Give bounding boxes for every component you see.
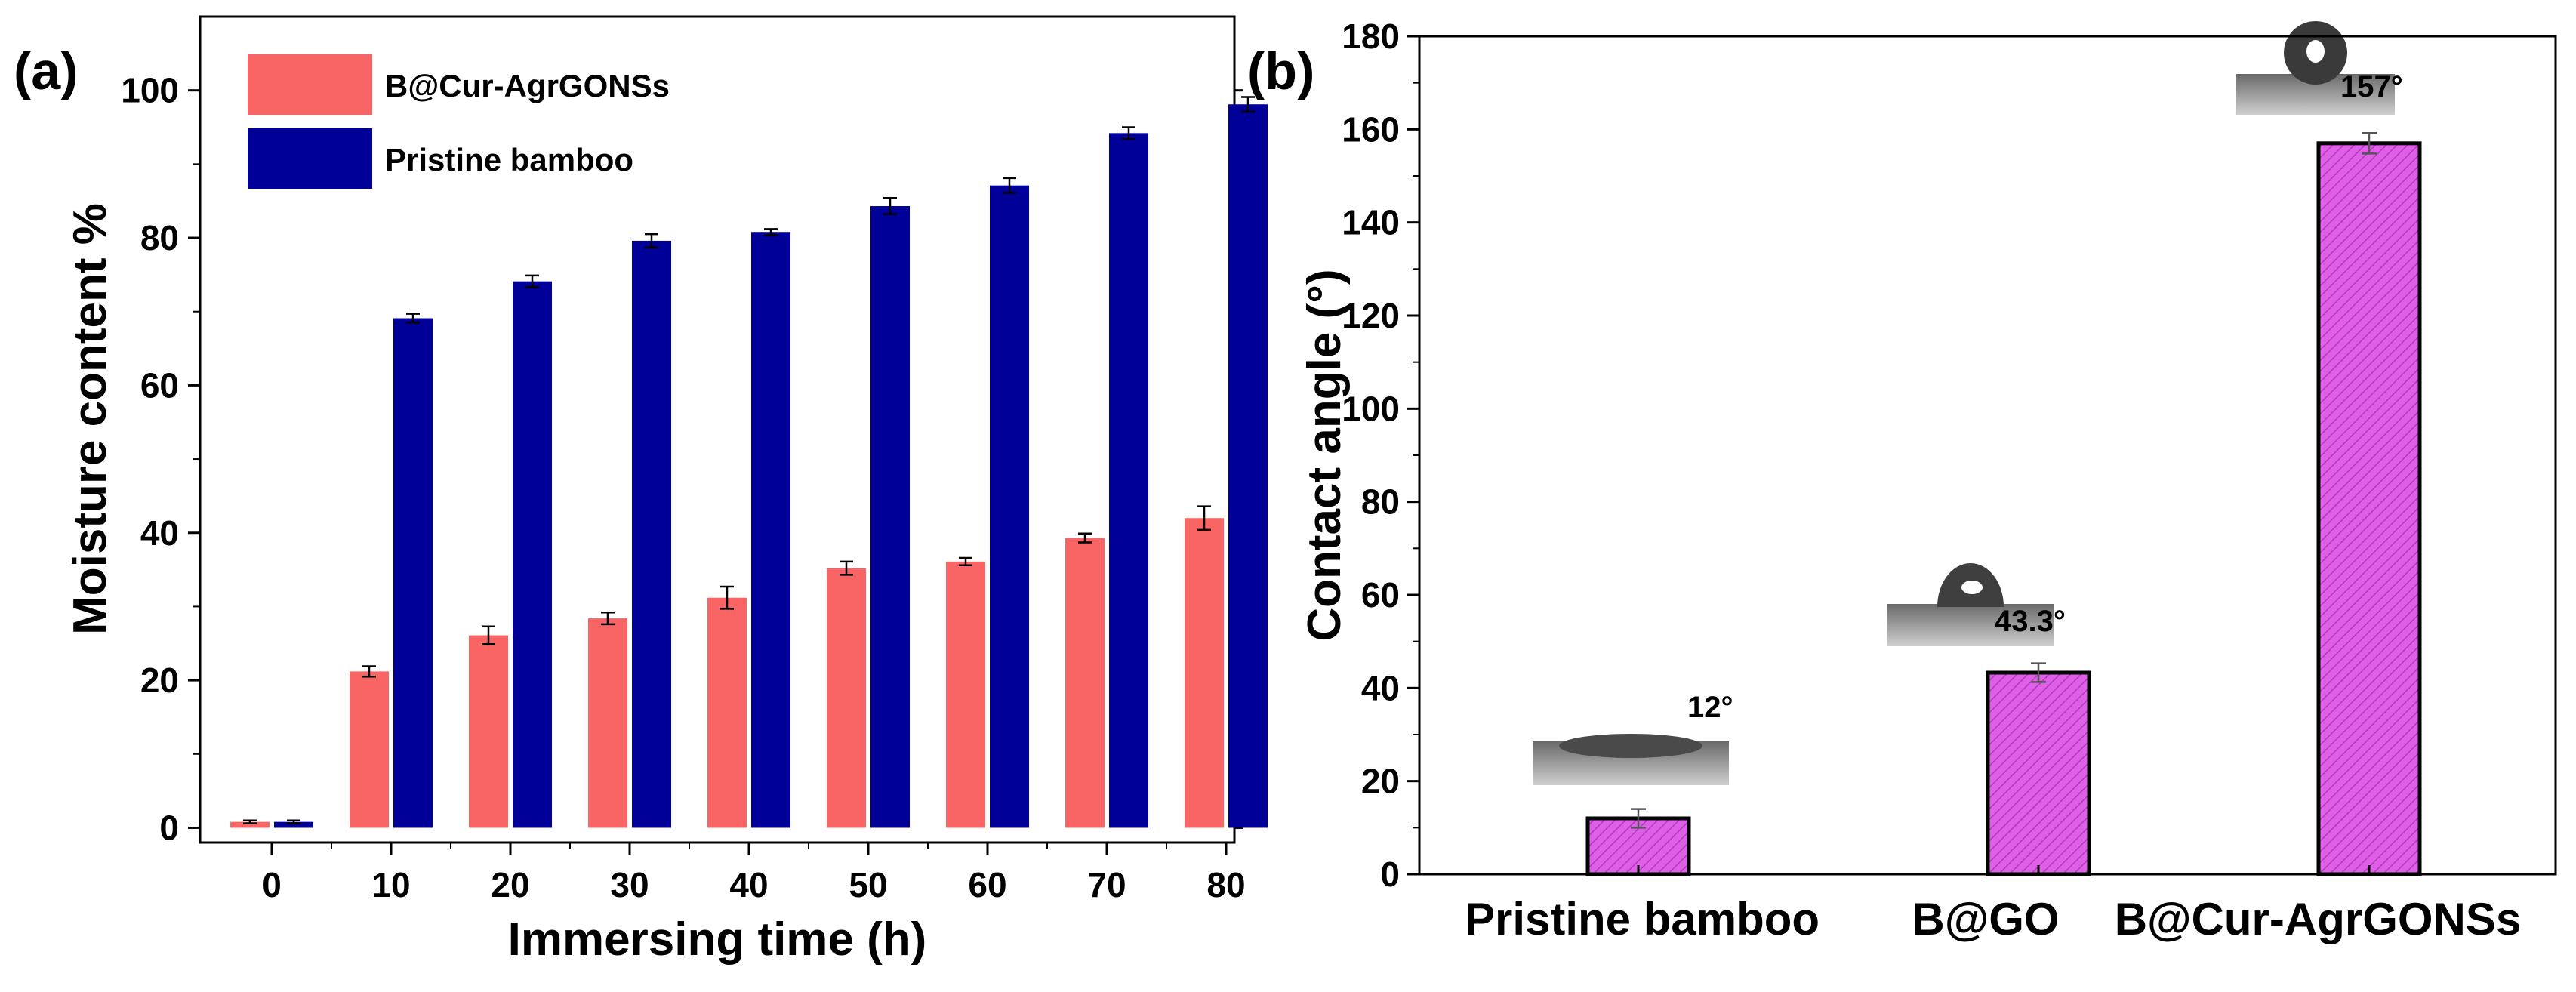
x-tick-label-b: B@Cur-AgrGONSs	[2115, 894, 2522, 944]
bar-pristine-bamboo	[990, 185, 1029, 828]
x-tick-label-a: 40	[729, 865, 768, 904]
y-tick-label-a: 80	[140, 218, 179, 257]
droplet-highlight	[1961, 581, 1983, 594]
x-tick-label-b: B@GO	[1912, 894, 2059, 944]
y-tick-label-b: 100	[1342, 389, 1400, 428]
x-tick-label-b: Pristine bamboo	[1465, 894, 1820, 944]
droplet	[1559, 734, 1702, 758]
bars-a	[230, 96, 1268, 828]
bar-cur-agrgonss	[588, 618, 627, 828]
x-tick-label-a: 20	[491, 865, 529, 904]
y-tick-label-b: 20	[1361, 762, 1400, 801]
y-axis-a-title: Moisture content %	[64, 203, 116, 635]
legend-swatch-series-1	[248, 54, 372, 115]
x-tick-label-a: 60	[968, 865, 1006, 904]
y-tick-label-b: 0	[1380, 855, 1400, 894]
y-tick-label-b: 60	[1361, 575, 1400, 615]
bar-pristine-bamboo	[274, 821, 313, 828]
droplet-highlight	[2306, 40, 2325, 63]
contact-angle-label: 157°	[2340, 70, 2403, 103]
y-tick-label-b: 160	[1342, 109, 1400, 149]
bar-cur-agrgonss	[230, 821, 270, 828]
x-tick-label-a: 80	[1206, 865, 1245, 904]
droplet-image-1	[1533, 734, 1729, 785]
legend-label-series-1: B@Cur-AgrGONSs	[385, 68, 670, 103]
x-axis-b: Pristine bamboo B@GO B@Cur-AgrGONSs	[1465, 865, 2521, 944]
y-tick-label-b: 140	[1342, 203, 1400, 242]
contact-angle-chart: (b) 0 20 40 60 80 100 120 140 160 180 12° 43.3° 157…	[1247, 17, 2557, 944]
bar-cur-agrgonss	[707, 597, 747, 828]
bar-pristine-bamboo	[632, 240, 671, 828]
y-tick-label-a: 40	[140, 513, 179, 553]
panel-a-label: (a)	[14, 42, 79, 100]
y-tick-label-a: 20	[140, 661, 179, 700]
y-tick-label-a: 60	[140, 365, 179, 405]
bar-pristine-bamboo	[1109, 133, 1148, 828]
y-tick-label-a: 0	[159, 808, 179, 847]
bar-pristine-bamboo	[513, 281, 552, 828]
y-axis-b-title: Contact angle (°)	[1299, 269, 1351, 641]
bar-cur-agrgonss	[350, 671, 389, 828]
x-axis-a-title: Immersing time (h)	[508, 913, 927, 966]
contact-angle-label: 12°	[1687, 691, 1733, 724]
bar-pristine-bamboo	[751, 232, 790, 828]
y-tick-label-b: 80	[1361, 482, 1400, 522]
y-tick-label-b: 180	[1342, 17, 1400, 56]
bar-b-cur-agrgonss	[2316, 141, 2422, 876]
x-tick-label-a: 50	[849, 865, 887, 904]
bar-cur-agrgonss	[827, 568, 866, 828]
droplet-image-2	[1887, 563, 2054, 646]
bars-b	[1585, 132, 2422, 876]
substrate	[1887, 604, 2054, 646]
bar-pristine-bamboo	[870, 206, 910, 828]
bar-cur-agrgonss	[1185, 518, 1224, 828]
moisture-content-chart: (a) 0 20 40 60 80 100 0 10 20 30 40 50 60 70 80 Moist…	[14, 15, 1268, 966]
plot-b-frame	[1418, 35, 2557, 876]
x-tick-label-a: 30	[610, 865, 649, 904]
y-tick-label-a: 100	[121, 71, 179, 110]
legend-label-series-2: Pristine bamboo	[385, 142, 633, 177]
bar-cur-agrgonss	[946, 561, 985, 828]
x-tick-label-a: 70	[1087, 865, 1126, 904]
x-tick-label-a: 10	[371, 865, 410, 904]
x-axis-a: 0 10 20 30 40 50 60 70 80	[262, 843, 1246, 904]
x-tick-label-a: 0	[262, 865, 282, 904]
droplet-images: 12° 43.3° 157°	[1533, 21, 2403, 785]
bar-b-go	[1986, 670, 2091, 876]
bar-cur-agrgonss	[469, 635, 508, 828]
bar-pristine-bamboo	[393, 318, 433, 828]
legend-a: B@Cur-AgrGONSs Pristine bamboo	[248, 54, 670, 189]
contact-angle-label: 43.3°	[1995, 605, 2066, 638]
y-axis-b: 0 20 40 60 80 100 120 140 160 180	[1342, 17, 1419, 894]
panel-b-label: (b)	[1247, 42, 1314, 100]
bar-pristine-bamboo	[1228, 104, 1268, 828]
y-tick-label-b: 120	[1342, 296, 1400, 335]
y-tick-label-b: 40	[1361, 668, 1400, 707]
legend-swatch-series-2	[248, 128, 372, 189]
bar-cur-agrgonss	[1065, 538, 1105, 828]
